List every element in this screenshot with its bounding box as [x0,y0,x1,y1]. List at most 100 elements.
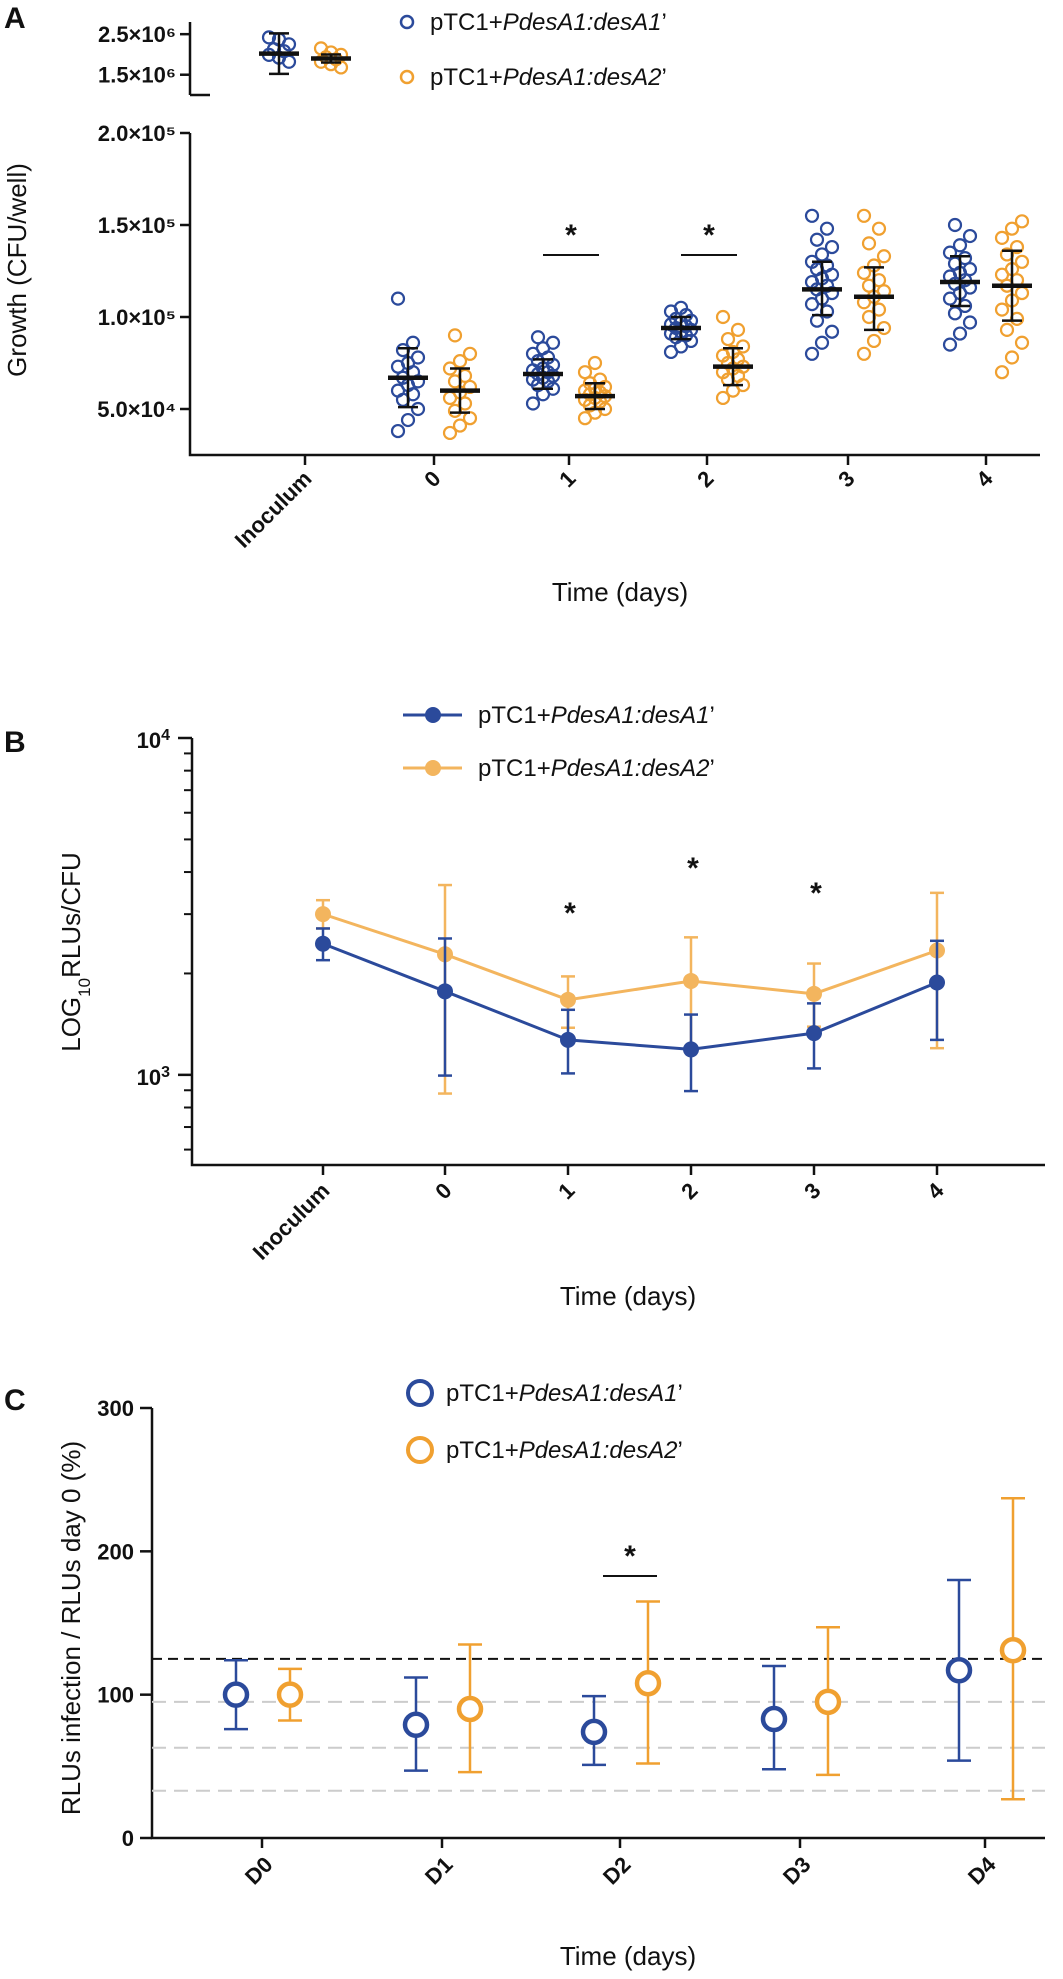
panel-b-x-ticks: Inoculum 0 1 2 3 4 [248,1165,949,1265]
panel-a-significance: * * [543,219,737,256]
b-point [437,983,453,1000]
c-point [276,1681,304,1708]
a-ytick-label: 5.0×10⁴ [97,397,176,422]
a-point [942,245,958,260]
a-xtick-label: 4 [971,465,998,492]
a-point [994,302,1010,317]
b-xtick-label: 2 [676,1178,702,1204]
a-point [673,300,689,315]
panel-a: A 2.5×10⁶ 1.5×10⁶ 2.0×10⁵ 1.5×10⁵ 1.0×10⁵ 5.0… [2,2,1040,607]
panel-c-y-ticks: 300 200 100 0 [97,1396,152,1851]
a-xtick-label: 3 [833,466,859,492]
a-sig-star: * [565,219,577,252]
a-point [804,208,820,223]
legend-c-label-2: pTC1+PdesA1:desA2’ [446,1437,683,1464]
a-xtick-label: Inoculum [230,466,317,553]
c-ytick-label: 0 [122,1826,134,1851]
a-point [824,239,840,255]
panel-b: B 104 103 Inoculum 0 1 2 3 4 * * * LOG10RLUs/CFU… [4,702,1045,1311]
panel-b-x-label: Time (days) [560,1281,696,1311]
c-point [402,1711,430,1739]
a-point [999,322,1015,337]
b-sig-star: * [810,877,822,910]
c-xtick-label: D0 [240,1852,278,1890]
c-ytick-label: 300 [97,1396,134,1421]
c-point [222,1681,250,1708]
a-point [1014,335,1030,350]
a-point [390,423,406,439]
b-point [929,974,945,991]
legend-a-label-2: pTC1+PdesA1:desA2’ [430,64,667,91]
panel-b-legend: pTC1+PdesA1:desA1’ pTC1+PdesA1:desA2’ [403,702,715,782]
b-sig-star: * [687,852,699,885]
legend-b-marker-1 [425,707,441,723]
panel-c-plot [222,1497,1027,1801]
panel-b-significance: * * * [564,852,822,930]
a-point [442,425,458,441]
c-xtick-label: D4 [963,1851,1001,1889]
b-point [683,972,699,989]
a-point [452,418,468,433]
panel-a-points [261,30,1030,441]
panel-a-y-ticks: 2.5×10⁶ 1.5×10⁶ 2.0×10⁵ 1.5×10⁵ 1.0×10⁵ 5.0×1… [97,22,190,422]
c-sig-star: * [624,1540,636,1573]
a-sig-star: * [703,219,715,252]
a-point [405,335,421,350]
panel-c-significance: * [603,1540,657,1577]
b-xtick-label: 4 [922,1177,949,1204]
c-point [580,1718,608,1746]
a-point [856,208,872,223]
b-point [683,1041,699,1058]
panel-a-legend: pTC1+PdesA1:desA1’ pTC1+PdesA1:desA2’ [399,9,667,91]
panel-a-y-label: Growth (CFU/well) [2,163,32,377]
a-ytick-label: 2.0×10⁵ [98,121,176,146]
legend-b-marker-2 [425,760,441,776]
panel-a-x-ticks: Inoculum 0 1 2 3 4 [230,455,998,553]
panel-b-y-ticks: 104 103 [137,727,192,1151]
panel-a-x-label: Time (days) [552,577,688,607]
a-point [720,331,736,347]
a-point [545,335,561,350]
legend-a-label-1: pTC1+PdesA1:desA1’ [430,9,667,36]
c-point [814,1688,842,1716]
c-xtick-label: D1 [420,1852,458,1890]
c-ytick-label: 200 [97,1539,134,1564]
legend-a-marker-2 [399,69,415,85]
panel-c-axes [150,1408,1045,1840]
c-point [634,1669,662,1697]
legend-c-marker-1 [406,1379,434,1407]
a-point [261,30,277,45]
a-point [462,346,478,361]
a-point [735,339,751,354]
legend-c-label-1: pTC1+PdesA1:desA1’ [446,1380,683,1407]
a-point [994,230,1010,245]
c-ytick-label: 100 [97,1683,134,1708]
a-point [952,326,968,341]
a-point [1004,221,1020,236]
b-xtick-label: 1 [553,1178,579,1204]
a-point [1014,214,1030,229]
a-point [952,238,968,253]
a-point [577,365,593,380]
c-point [456,1695,484,1723]
a-point [530,330,546,345]
a-xtick-label: 2 [692,466,718,492]
a-point [447,328,463,343]
a-point [962,315,978,330]
a-point [715,309,731,325]
a-point [947,306,963,321]
a-point [809,313,825,328]
panel-b-plot [315,883,945,1095]
panel-a-error-bars [259,32,1032,414]
a-point [994,365,1010,380]
a-point [871,221,887,236]
a-point [942,337,958,352]
panel-c-guide-lines [152,1657,1045,1792]
a-ytick-label: 1.5×10⁵ [98,213,176,238]
a-point [1009,239,1025,255]
a-point [410,350,426,365]
b-point [560,1031,576,1048]
a-point [861,236,877,251]
a-point [592,372,608,387]
